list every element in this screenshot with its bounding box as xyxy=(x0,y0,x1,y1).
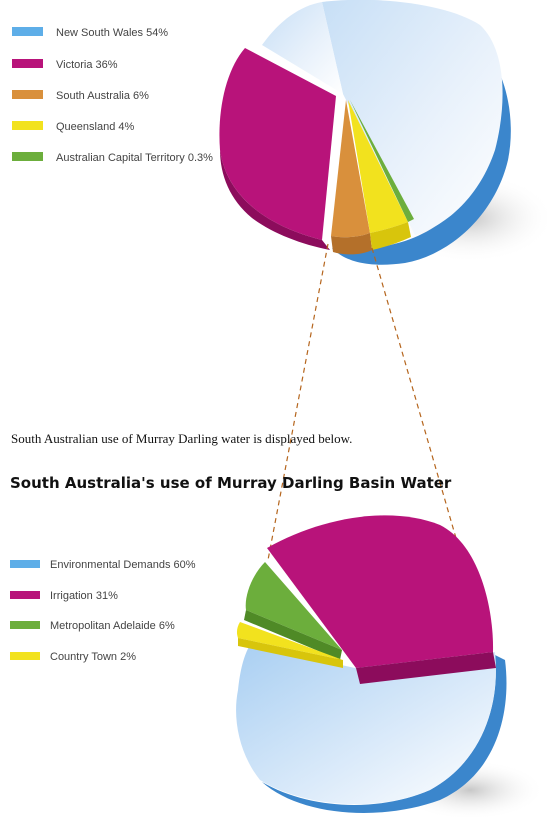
slice-victoria xyxy=(219,48,336,240)
connector-line-right xyxy=(371,247,459,546)
slice-victoria-side xyxy=(220,150,330,250)
legend-swatch-environmental-demands xyxy=(10,560,40,568)
legend-label-metropolitan-adelaide: Metropolitan Adelaide 6% xyxy=(50,620,175,632)
legend-item-environmental-demands: Environmental Demands 60% xyxy=(10,559,196,571)
legend-item-new-south-wales: New South Wales 54% xyxy=(12,27,168,39)
slice-metropolitan-adelaide-side xyxy=(244,610,342,660)
legend-label-queensland: Queensland 4% xyxy=(56,121,134,133)
legend-label-south-australia: South Australia 6% xyxy=(56,90,149,102)
legend-label-environmental-demands: Environmental Demands 60% xyxy=(50,559,196,571)
legend-swatch-australian-capital-territory xyxy=(12,152,43,161)
legend-item-australian-capital-territory: Australian Capital Territory 0.3% xyxy=(12,152,213,164)
slice-queensland xyxy=(348,100,408,233)
legend-item-country-town: Country Town 2% xyxy=(10,651,136,663)
legend-swatch-new-south-wales xyxy=(12,27,43,36)
legend-item-metropolitan-adelaide: Metropolitan Adelaide 6% xyxy=(10,620,175,632)
slice-new-south-wales xyxy=(322,0,503,235)
legend-label-victoria: Victoria 36% xyxy=(56,59,118,71)
legend-swatch-country-town xyxy=(10,652,40,660)
legend-label-country-town: Country Town 2% xyxy=(50,651,136,663)
intro-text: South Australian use of Murray Darling w… xyxy=(11,431,353,446)
slice-country-town xyxy=(236,622,343,660)
legend-swatch-irrigation xyxy=(10,591,40,599)
legend-label-australian-capital-territory: Australian Capital Territory 0.3% xyxy=(56,152,213,164)
legend-item-victoria: Victoria 36% xyxy=(12,59,118,71)
slice-metropolitan-adelaide xyxy=(245,562,342,650)
slice-irrigation xyxy=(267,515,494,668)
legend-item-queensland: Queensland 4% xyxy=(12,121,134,133)
sa-usage-pie-chart xyxy=(236,515,545,820)
sa-usage-legend: Environmental Demands 60% Irrigation 31%… xyxy=(10,559,196,663)
slice-environmental-demands xyxy=(236,645,496,805)
slice-queensland-side xyxy=(370,222,411,250)
legend-swatch-queensland xyxy=(12,121,43,130)
legend-swatch-south-australia xyxy=(12,90,43,99)
states-legend: New South Wales 54% Victoria 36% South A… xyxy=(12,27,213,164)
states-pie-side-wall xyxy=(332,70,511,265)
legend-item-irrigation: Irrigation 31% xyxy=(10,590,118,602)
slice-irrigation-side xyxy=(356,652,496,684)
legend-label-irrigation: Irrigation 31% xyxy=(50,590,118,602)
sa-pie-side-wall xyxy=(262,655,507,813)
slice-south-australia xyxy=(331,100,370,238)
chart-title: South Australia's use of Murray Darling … xyxy=(10,474,452,492)
slice-australian-capital-territory xyxy=(350,100,414,222)
legend-item-south-australia: South Australia 6% xyxy=(12,90,149,102)
legend-label-new-south-wales: New South Wales 54% xyxy=(56,27,168,39)
slice-south-australia-side xyxy=(331,233,372,255)
legend-swatch-victoria xyxy=(12,59,43,68)
states-pie-chart xyxy=(219,0,547,265)
connector-line-left xyxy=(267,243,329,561)
slice-country-town-side xyxy=(238,638,343,668)
slice-new-south-wales-fill xyxy=(262,2,343,94)
legend-swatch-metropolitan-adelaide xyxy=(10,621,40,629)
